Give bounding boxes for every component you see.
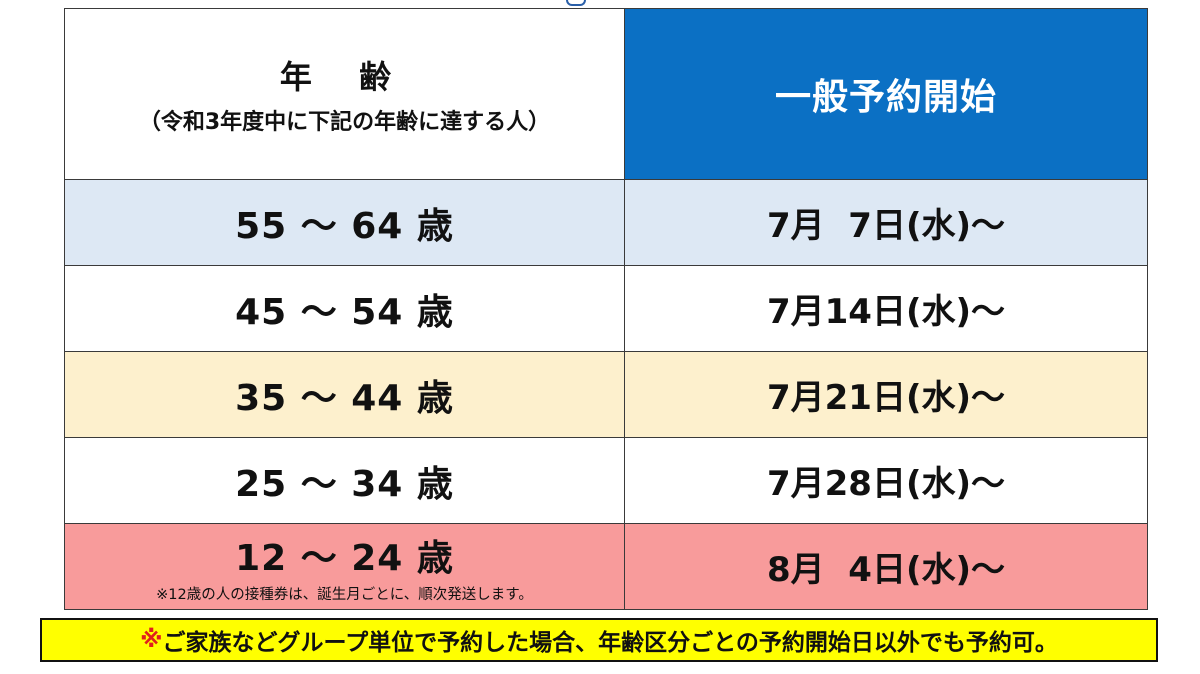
top-edge-mark <box>566 0 586 6</box>
reservation-schedule-table: 年 齢 （令和3年度中に下記の年齢に達する人） 一般予約開始 55 ～ 64 歳… <box>64 8 1148 610</box>
note-text: ご家族などグループ単位で予約した場合、年齢区分ごとの予約開始日以外でも予約可。 <box>162 630 1058 656</box>
date-cell: 7月21日(水)～ <box>624 351 1148 438</box>
start-date: 7月14日(水)～ <box>766 292 1006 332</box>
date-cell: 8月 4日(水)～ <box>624 523 1148 610</box>
age-range: 35 ～ 44 歳 <box>235 377 454 419</box>
date-cell: 7月 7日(水)～ <box>624 179 1148 266</box>
start-date: 7月28日(水)～ <box>766 464 1006 504</box>
table-row: 12 ～ 24 歳 ※12歳の人の接種券は、誕生月ごとに、順次発送します。 8月… <box>64 523 1148 610</box>
date-cell: 7月14日(水)～ <box>624 265 1148 352</box>
table-row: 55 ～ 64 歳 7月 7日(水)～ <box>64 179 1148 266</box>
start-date: 8月 4日(水)～ <box>766 550 1006 590</box>
age-cell: 25 ～ 34 歳 <box>64 437 625 524</box>
table-row: 45 ～ 54 歳 7月14日(水)～ <box>64 265 1148 352</box>
start-date: 7月 7日(水)～ <box>766 206 1006 246</box>
age-cell: 12 ～ 24 歳 ※12歳の人の接種券は、誕生月ごとに、順次発送します。 <box>64 523 625 610</box>
age-range: 45 ～ 54 歳 <box>235 291 454 333</box>
table-row: 35 ～ 44 歳 7月21日(水)～ <box>64 351 1148 438</box>
table-row: 25 ～ 34 歳 7月28日(水)～ <box>64 437 1148 524</box>
table-header-row: 年 齢 （令和3年度中に下記の年齢に達する人） 一般予約開始 <box>64 8 1148 180</box>
age-header-subtitle: （令和3年度中に下記の年齢に達する人） <box>138 110 551 135</box>
age-cell: 45 ～ 54 歳 <box>64 265 625 352</box>
age-cell: 55 ～ 64 歳 <box>64 179 625 266</box>
age-range: 25 ～ 34 歳 <box>235 463 454 505</box>
start-date: 7月21日(水)～ <box>766 378 1006 418</box>
note-mark: ※ <box>140 627 163 653</box>
group-reservation-note: ※ ご家族などグループ単位で予約した場合、年齢区分ごとの予約開始日以外でも予約可。 <box>40 618 1158 662</box>
age-range: 55 ～ 64 歳 <box>235 205 454 247</box>
age-range: 12 ～ 24 歳 <box>235 538 454 579</box>
age-column-header: 年 齢 （令和3年度中に下記の年齢に達する人） <box>64 8 625 180</box>
date-cell: 7月28日(水)～ <box>624 437 1148 524</box>
age-cell: 35 ～ 44 歳 <box>64 351 625 438</box>
age-header-title: 年 齢 <box>279 58 410 96</box>
start-column-header: 一般予約開始 <box>624 8 1148 180</box>
age-row-note: ※12歳の人の接種券は、誕生月ごとに、順次発送します。 <box>156 587 533 603</box>
